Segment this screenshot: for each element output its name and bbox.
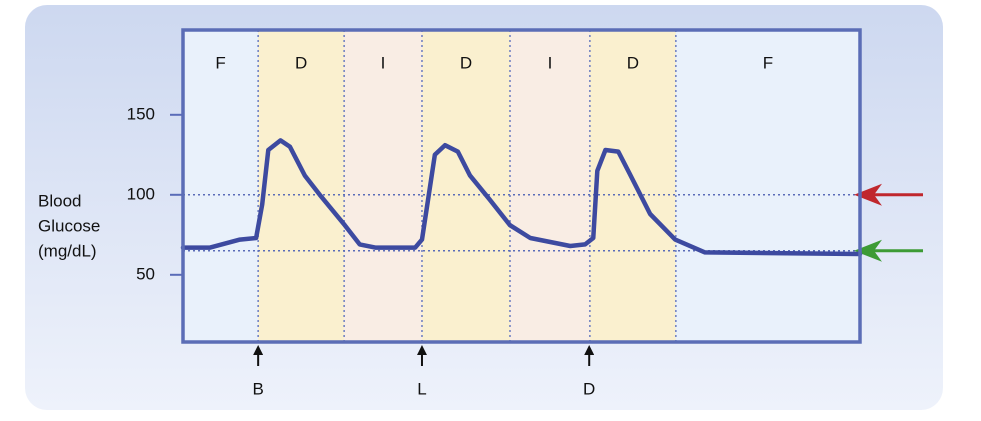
- phase-band: [344, 30, 422, 342]
- phase-band: [183, 30, 259, 342]
- phase-label: I: [381, 53, 386, 72]
- phase-band: [258, 30, 345, 342]
- reference-arrowhead: [854, 183, 882, 206]
- phase-label: F: [763, 53, 773, 72]
- plot-frame: [181, 28, 862, 344]
- y-axis-label: (mg/dL): [38, 241, 97, 260]
- phase-band: [509, 30, 590, 342]
- meal-label: L: [417, 379, 426, 398]
- phase-label: I: [548, 53, 553, 72]
- meal-label: D: [583, 379, 595, 398]
- glucose-line: [180, 138, 863, 257]
- meal-label: B: [252, 379, 263, 398]
- phase-band: [675, 30, 860, 342]
- y-tick-label: 150: [127, 104, 155, 123]
- y-tick-label: 100: [127, 184, 155, 203]
- phase-label: D: [627, 53, 639, 72]
- y-axis-label: Blood: [38, 191, 81, 210]
- phase-label: F: [215, 53, 225, 72]
- y-tick-label: 50: [136, 264, 155, 283]
- reference-arrowhead: [854, 239, 882, 262]
- phase-band: [421, 30, 510, 342]
- y-axis-label: Glucose: [38, 216, 100, 235]
- phase-label: D: [460, 53, 472, 72]
- phase-label: D: [295, 53, 307, 72]
- phase-band: [589, 30, 676, 342]
